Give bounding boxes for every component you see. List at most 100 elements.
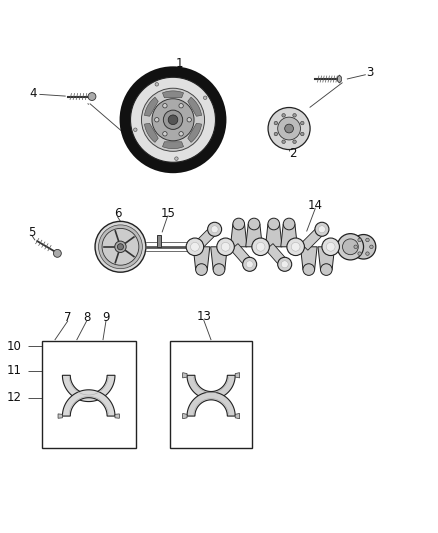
Circle shape xyxy=(155,118,159,122)
Circle shape xyxy=(213,264,225,276)
Circle shape xyxy=(102,229,139,265)
Bar xyxy=(42,341,136,448)
Circle shape xyxy=(246,261,253,268)
Circle shape xyxy=(285,124,293,133)
Polygon shape xyxy=(63,375,115,401)
Polygon shape xyxy=(231,244,253,268)
Polygon shape xyxy=(183,414,187,419)
Bar xyxy=(157,235,161,247)
Circle shape xyxy=(163,110,183,130)
Circle shape xyxy=(252,238,269,255)
Circle shape xyxy=(354,245,357,248)
Text: 11: 11 xyxy=(7,364,22,377)
Circle shape xyxy=(248,218,260,230)
Polygon shape xyxy=(183,373,187,378)
Polygon shape xyxy=(230,224,247,247)
Circle shape xyxy=(243,257,257,271)
Polygon shape xyxy=(187,375,235,399)
Polygon shape xyxy=(338,75,341,83)
Text: 10: 10 xyxy=(7,340,22,353)
Circle shape xyxy=(131,77,215,162)
Polygon shape xyxy=(63,390,115,416)
Text: 15: 15 xyxy=(160,207,175,220)
Polygon shape xyxy=(235,373,240,378)
Circle shape xyxy=(282,140,286,143)
Text: 12: 12 xyxy=(7,391,22,405)
Polygon shape xyxy=(301,226,325,250)
Circle shape xyxy=(283,218,295,230)
Circle shape xyxy=(95,221,146,272)
Polygon shape xyxy=(145,97,158,116)
Text: 7: 7 xyxy=(64,311,72,324)
Text: 2: 2 xyxy=(289,147,297,160)
Polygon shape xyxy=(162,142,184,149)
Polygon shape xyxy=(193,247,210,270)
Circle shape xyxy=(278,257,292,271)
Circle shape xyxy=(53,249,61,257)
Circle shape xyxy=(337,233,364,260)
Circle shape xyxy=(300,122,304,125)
Polygon shape xyxy=(58,414,63,418)
Circle shape xyxy=(287,238,304,255)
Circle shape xyxy=(326,243,335,251)
Circle shape xyxy=(155,83,159,86)
Circle shape xyxy=(303,264,314,276)
Circle shape xyxy=(293,114,296,117)
Circle shape xyxy=(141,88,205,151)
Circle shape xyxy=(370,245,373,248)
Circle shape xyxy=(179,103,184,108)
Circle shape xyxy=(274,132,278,136)
Text: 14: 14 xyxy=(308,199,323,212)
Polygon shape xyxy=(211,247,227,270)
Polygon shape xyxy=(187,392,235,416)
Circle shape xyxy=(278,117,300,140)
Circle shape xyxy=(256,243,265,251)
Circle shape xyxy=(293,140,296,143)
Circle shape xyxy=(358,252,361,255)
Circle shape xyxy=(134,128,137,132)
Polygon shape xyxy=(265,224,282,247)
Circle shape xyxy=(203,96,207,100)
Polygon shape xyxy=(235,414,240,419)
Text: 3: 3 xyxy=(367,67,374,79)
Circle shape xyxy=(115,241,126,253)
Text: 1: 1 xyxy=(176,57,184,70)
Circle shape xyxy=(343,239,358,255)
Circle shape xyxy=(358,238,361,241)
Circle shape xyxy=(300,132,304,136)
Circle shape xyxy=(196,264,207,276)
Polygon shape xyxy=(300,247,317,270)
Circle shape xyxy=(211,226,218,233)
Circle shape xyxy=(233,218,244,230)
Polygon shape xyxy=(281,224,297,247)
Circle shape xyxy=(268,218,279,230)
Circle shape xyxy=(221,243,230,251)
Polygon shape xyxy=(115,414,119,418)
Circle shape xyxy=(88,93,96,101)
Circle shape xyxy=(187,118,191,122)
Circle shape xyxy=(168,115,178,125)
Text: 8: 8 xyxy=(83,311,90,324)
Circle shape xyxy=(291,243,300,251)
Text: 13: 13 xyxy=(196,310,211,324)
Polygon shape xyxy=(318,247,335,270)
Circle shape xyxy=(366,252,369,255)
Circle shape xyxy=(117,244,124,250)
Circle shape xyxy=(191,243,199,251)
Text: 5: 5 xyxy=(28,226,35,239)
Circle shape xyxy=(318,226,325,233)
Polygon shape xyxy=(188,123,201,142)
Circle shape xyxy=(175,157,178,160)
Text: 9: 9 xyxy=(102,311,110,324)
Circle shape xyxy=(152,99,194,141)
Circle shape xyxy=(163,132,167,136)
Circle shape xyxy=(268,108,310,150)
Circle shape xyxy=(351,235,376,259)
Circle shape xyxy=(322,238,339,255)
Polygon shape xyxy=(145,123,158,142)
Text: 4: 4 xyxy=(29,87,37,100)
Circle shape xyxy=(163,103,167,108)
Polygon shape xyxy=(194,226,218,250)
Circle shape xyxy=(321,264,332,276)
Circle shape xyxy=(99,225,142,269)
